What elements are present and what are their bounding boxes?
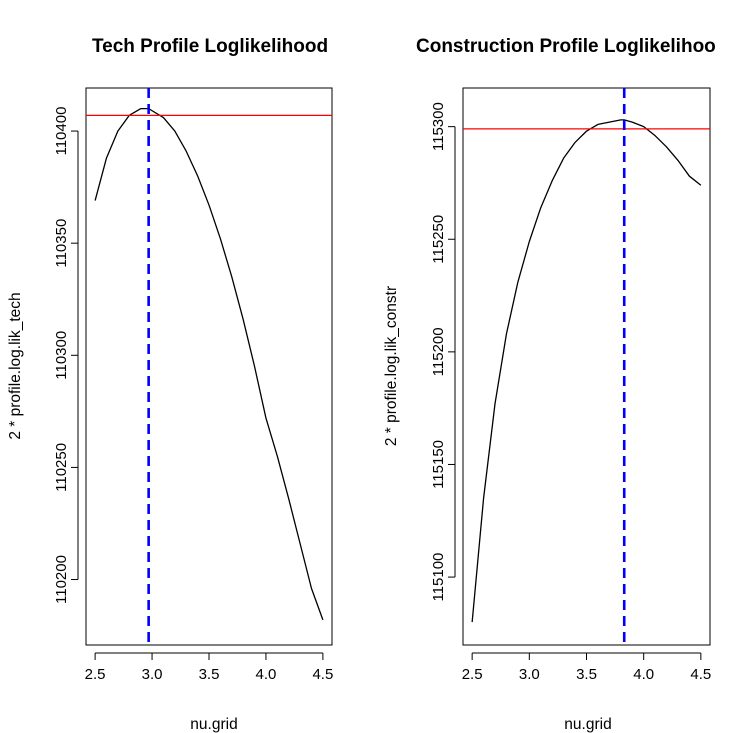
- tech-y-axis-label: 2 * profile.log.lik_tech: [7, 292, 24, 439]
- tech-x-tick-label: 4.5: [312, 666, 333, 683]
- construction-plot-frame: [462, 87, 711, 646]
- construction-y-tick-label: 115100: [430, 553, 447, 602]
- tech-panel: Tech Profile Loglikelihood nu.grid 2 * p…: [7, 36, 333, 733]
- tech-profile-curve: [94, 107, 324, 621]
- construction-x-tick-label: 3.0: [519, 666, 540, 683]
- tech-y-tick-label: 110200: [53, 555, 70, 604]
- construction-x-tick-label: 4.0: [633, 666, 654, 683]
- tech-plot-frame: [85, 87, 333, 646]
- construction-x-tick-label: 4.5: [690, 666, 711, 683]
- construction-x-tick-label: 3.5: [576, 666, 597, 683]
- tech-data-layer: [86, 88, 332, 645]
- construction-x-tick-label: 2.5: [462, 666, 483, 683]
- construction-y-tick-label: 115200: [430, 327, 447, 376]
- construction-chart-title: Construction Profile Loglikelihoo: [416, 36, 716, 57]
- tech-y-tick-label: 110300: [53, 331, 70, 380]
- tech-plot-area: 2.5 3.0 3.5 4.0 4.5 110200 110250 110300 110350 1…: [53, 87, 333, 683]
- construction-y-tick-label: 115300: [430, 102, 447, 151]
- construction-data-layer: [463, 88, 710, 645]
- construction-x-axis-label: nu.grid: [564, 716, 611, 733]
- construction-y-tick-label: 115150: [430, 440, 447, 489]
- tech-x-tick-label: 3.0: [142, 666, 163, 683]
- tech-y-tick-label: 110350: [53, 219, 70, 268]
- tech-chart-title: Tech Profile Loglikelihood: [92, 36, 328, 57]
- construction-profile-curve: [471, 119, 702, 623]
- tech-x-tick-label: 3.5: [199, 666, 220, 683]
- tech-y-tick-label: 110400: [53, 107, 70, 156]
- tech-x-tick-label: 2.5: [85, 666, 106, 683]
- tech-y-tick-label: 110250: [53, 443, 70, 492]
- tech-x-tick-label: 4.0: [256, 666, 277, 683]
- construction-panel: Construction Profile Loglikelihoo nu.gri…: [383, 36, 716, 733]
- construction-plot-area: 2.5 3.0 3.5 4.0 4.5 115100 115150 115200 115250 1…: [430, 87, 711, 683]
- construction-y-tick-label: 115250: [430, 215, 447, 264]
- construction-y-axis-label: 2 * profile.log.lik_constr: [383, 286, 400, 446]
- tech-x-axis-label: nu.grid: [190, 716, 237, 733]
